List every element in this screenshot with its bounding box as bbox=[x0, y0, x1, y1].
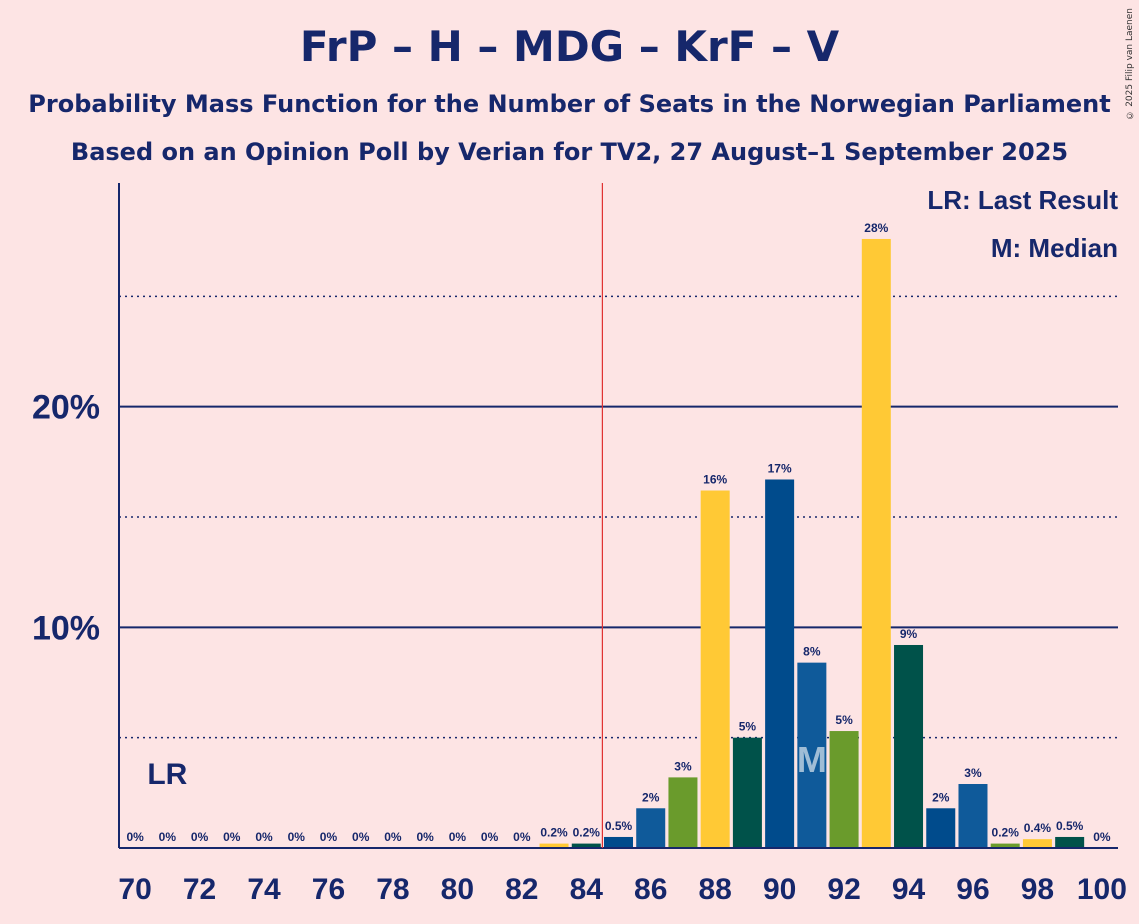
data-label-seat-75: 0% bbox=[288, 830, 306, 844]
data-label-seat-76: 0% bbox=[320, 830, 338, 844]
data-label-seat-74: 0% bbox=[255, 830, 273, 844]
data-label-seat-100: 0% bbox=[1093, 830, 1111, 844]
data-label-seat-81: 0% bbox=[481, 830, 499, 844]
data-label-seat-91: 8% bbox=[803, 645, 821, 659]
x-tick-label: 100 bbox=[1077, 873, 1127, 906]
data-label-seat-86: 2% bbox=[642, 790, 660, 804]
legend-last-result: LR: Last Result bbox=[927, 185, 1118, 215]
bar-seat-94 bbox=[894, 644, 924, 848]
x-tick-label: 96 bbox=[956, 873, 989, 906]
x-tick-label: 98 bbox=[1021, 873, 1054, 906]
data-label-seat-95: 2% bbox=[932, 790, 950, 804]
data-label-seat-71: 0% bbox=[159, 830, 177, 844]
chart-subtitle: Probability Mass Function for the Number… bbox=[28, 90, 1111, 118]
bars bbox=[539, 238, 1085, 848]
chart-source-line: Based on an Opinion Poll by Verian for T… bbox=[70, 138, 1069, 166]
x-tick-label: 78 bbox=[376, 873, 409, 906]
x-tick-label: 92 bbox=[827, 873, 860, 906]
x-tick-label: 70 bbox=[118, 873, 151, 906]
axes: 70 72 74 76 78 80 82 84 86 88 90 92 94 96 98 100 10% 20% bbox=[32, 183, 1127, 906]
data-label-seat-85: 0.5% bbox=[605, 819, 633, 833]
data-label-seat-78: 0% bbox=[384, 830, 402, 844]
data-label-seat-97: 0.2% bbox=[992, 826, 1020, 840]
bar-seat-98 bbox=[1022, 839, 1052, 848]
x-tick-label: 72 bbox=[183, 873, 216, 906]
data-labels: 0% 0% 0% 0% 0% 0% 0% 0% 0% 0% 0% 0% 0% 0.2% 0.2% 0.5% 2%… bbox=[126, 221, 1110, 844]
x-tick-label: 94 bbox=[892, 873, 926, 906]
chart-title: FrP – H – MDG – KrF – V bbox=[299, 22, 840, 71]
x-tick-label: 82 bbox=[505, 873, 538, 906]
data-label-seat-94: 9% bbox=[900, 627, 918, 641]
bar-seat-99 bbox=[1055, 836, 1085, 848]
bar-seat-86 bbox=[636, 808, 666, 848]
x-tick-label: 80 bbox=[441, 873, 474, 906]
data-label-seat-90: 17% bbox=[768, 461, 792, 475]
data-label-seat-73: 0% bbox=[223, 830, 241, 844]
data-label-seat-70: 0% bbox=[126, 830, 144, 844]
bar-seat-90 bbox=[765, 479, 795, 848]
data-label-seat-96: 3% bbox=[964, 766, 982, 780]
x-tick-label: 76 bbox=[312, 873, 345, 906]
bar-seat-92 bbox=[829, 731, 859, 848]
x-tick-label: 84 bbox=[570, 873, 604, 906]
bar-seat-97 bbox=[990, 843, 1020, 848]
data-label-seat-88: 16% bbox=[703, 473, 727, 487]
bar-seat-88 bbox=[700, 490, 730, 848]
markers: LR M bbox=[147, 183, 827, 848]
bar-seat-85 bbox=[603, 836, 634, 848]
data-label-seat-77: 0% bbox=[352, 830, 370, 844]
x-tick-label: 74 bbox=[247, 873, 281, 906]
x-tick-label: 90 bbox=[763, 873, 796, 906]
data-label-seat-92: 5% bbox=[835, 713, 853, 727]
bar-seat-93 bbox=[861, 238, 891, 848]
data-label-seat-93: 28% bbox=[864, 221, 888, 235]
data-label-seat-98: 0.4% bbox=[1024, 821, 1052, 835]
data-label-seat-80: 0% bbox=[449, 830, 467, 844]
bar-seat-83 bbox=[539, 843, 569, 848]
data-label-seat-89: 5% bbox=[739, 720, 757, 734]
data-label-seat-72: 0% bbox=[191, 830, 209, 844]
data-label-seat-83: 0.2% bbox=[540, 826, 568, 840]
legend-median: M: Median bbox=[991, 233, 1118, 263]
data-label-seat-79: 0% bbox=[416, 830, 434, 844]
bar-seat-84 bbox=[571, 843, 601, 848]
y-tick-label: 20% bbox=[32, 389, 100, 427]
x-tick-label: 88 bbox=[698, 873, 731, 906]
x-tick-label: 86 bbox=[634, 873, 667, 906]
bar-seat-87 bbox=[668, 777, 698, 848]
data-label-seat-82: 0% bbox=[513, 830, 531, 844]
data-label-seat-84: 0.2% bbox=[573, 826, 601, 840]
bar-seat-89 bbox=[732, 737, 762, 848]
last-result-marker: LR bbox=[147, 758, 187, 791]
bar-seat-96 bbox=[958, 784, 988, 848]
y-tick-label: 10% bbox=[32, 609, 100, 647]
median-marker: M bbox=[797, 739, 827, 780]
data-label-seat-99: 0.5% bbox=[1056, 819, 1084, 833]
data-label-seat-87: 3% bbox=[674, 759, 692, 773]
bar-seat-91 bbox=[797, 662, 827, 848]
bar-seat-95 bbox=[926, 808, 956, 848]
gridlines bbox=[119, 295, 1118, 739]
